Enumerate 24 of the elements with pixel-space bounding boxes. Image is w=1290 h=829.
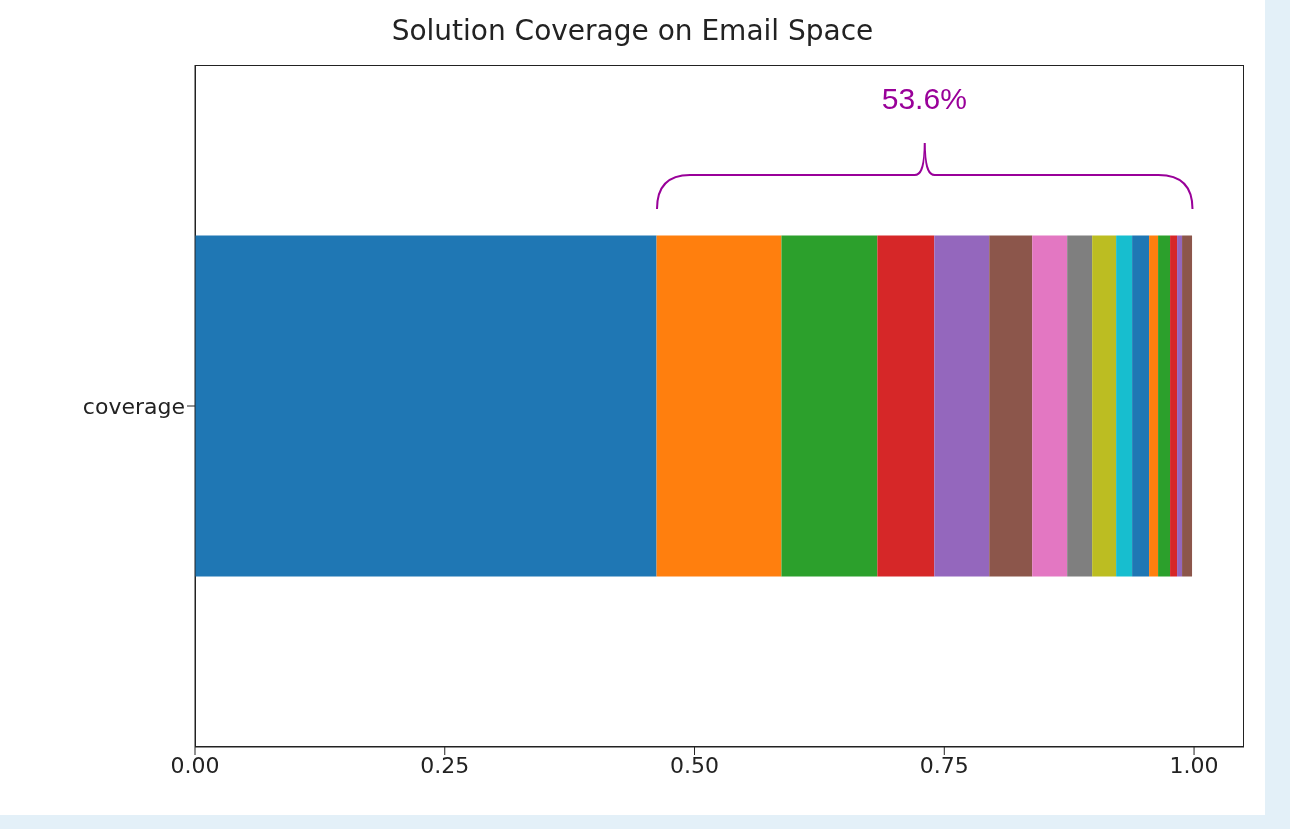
bar (1116, 235, 1133, 577)
bar (195, 235, 657, 577)
y-tick-label: coverage (82, 393, 185, 419)
bar (877, 235, 935, 577)
bar (656, 235, 782, 577)
bar (1182, 235, 1193, 577)
bar (1032, 235, 1068, 577)
bar (1170, 235, 1178, 577)
x-tick-label: 0.75 (919, 752, 969, 778)
x-tick-label: 1.00 (1169, 752, 1219, 778)
bar (1067, 235, 1093, 577)
x-tick-label: 0.25 (420, 752, 470, 778)
chart-title: Solution Coverage on Email Space (390, 14, 875, 47)
bar (1158, 235, 1171, 577)
bar (1092, 235, 1117, 577)
bar (1132, 235, 1150, 577)
bar (781, 235, 878, 577)
bar (934, 235, 990, 577)
bar (989, 235, 1033, 577)
bar (1177, 235, 1183, 577)
bar (1149, 235, 1159, 577)
x-tick-label: 0.00 (170, 752, 220, 778)
annotation: 53.6% (880, 82, 968, 116)
x-tick-label: 0.50 (670, 752, 720, 778)
